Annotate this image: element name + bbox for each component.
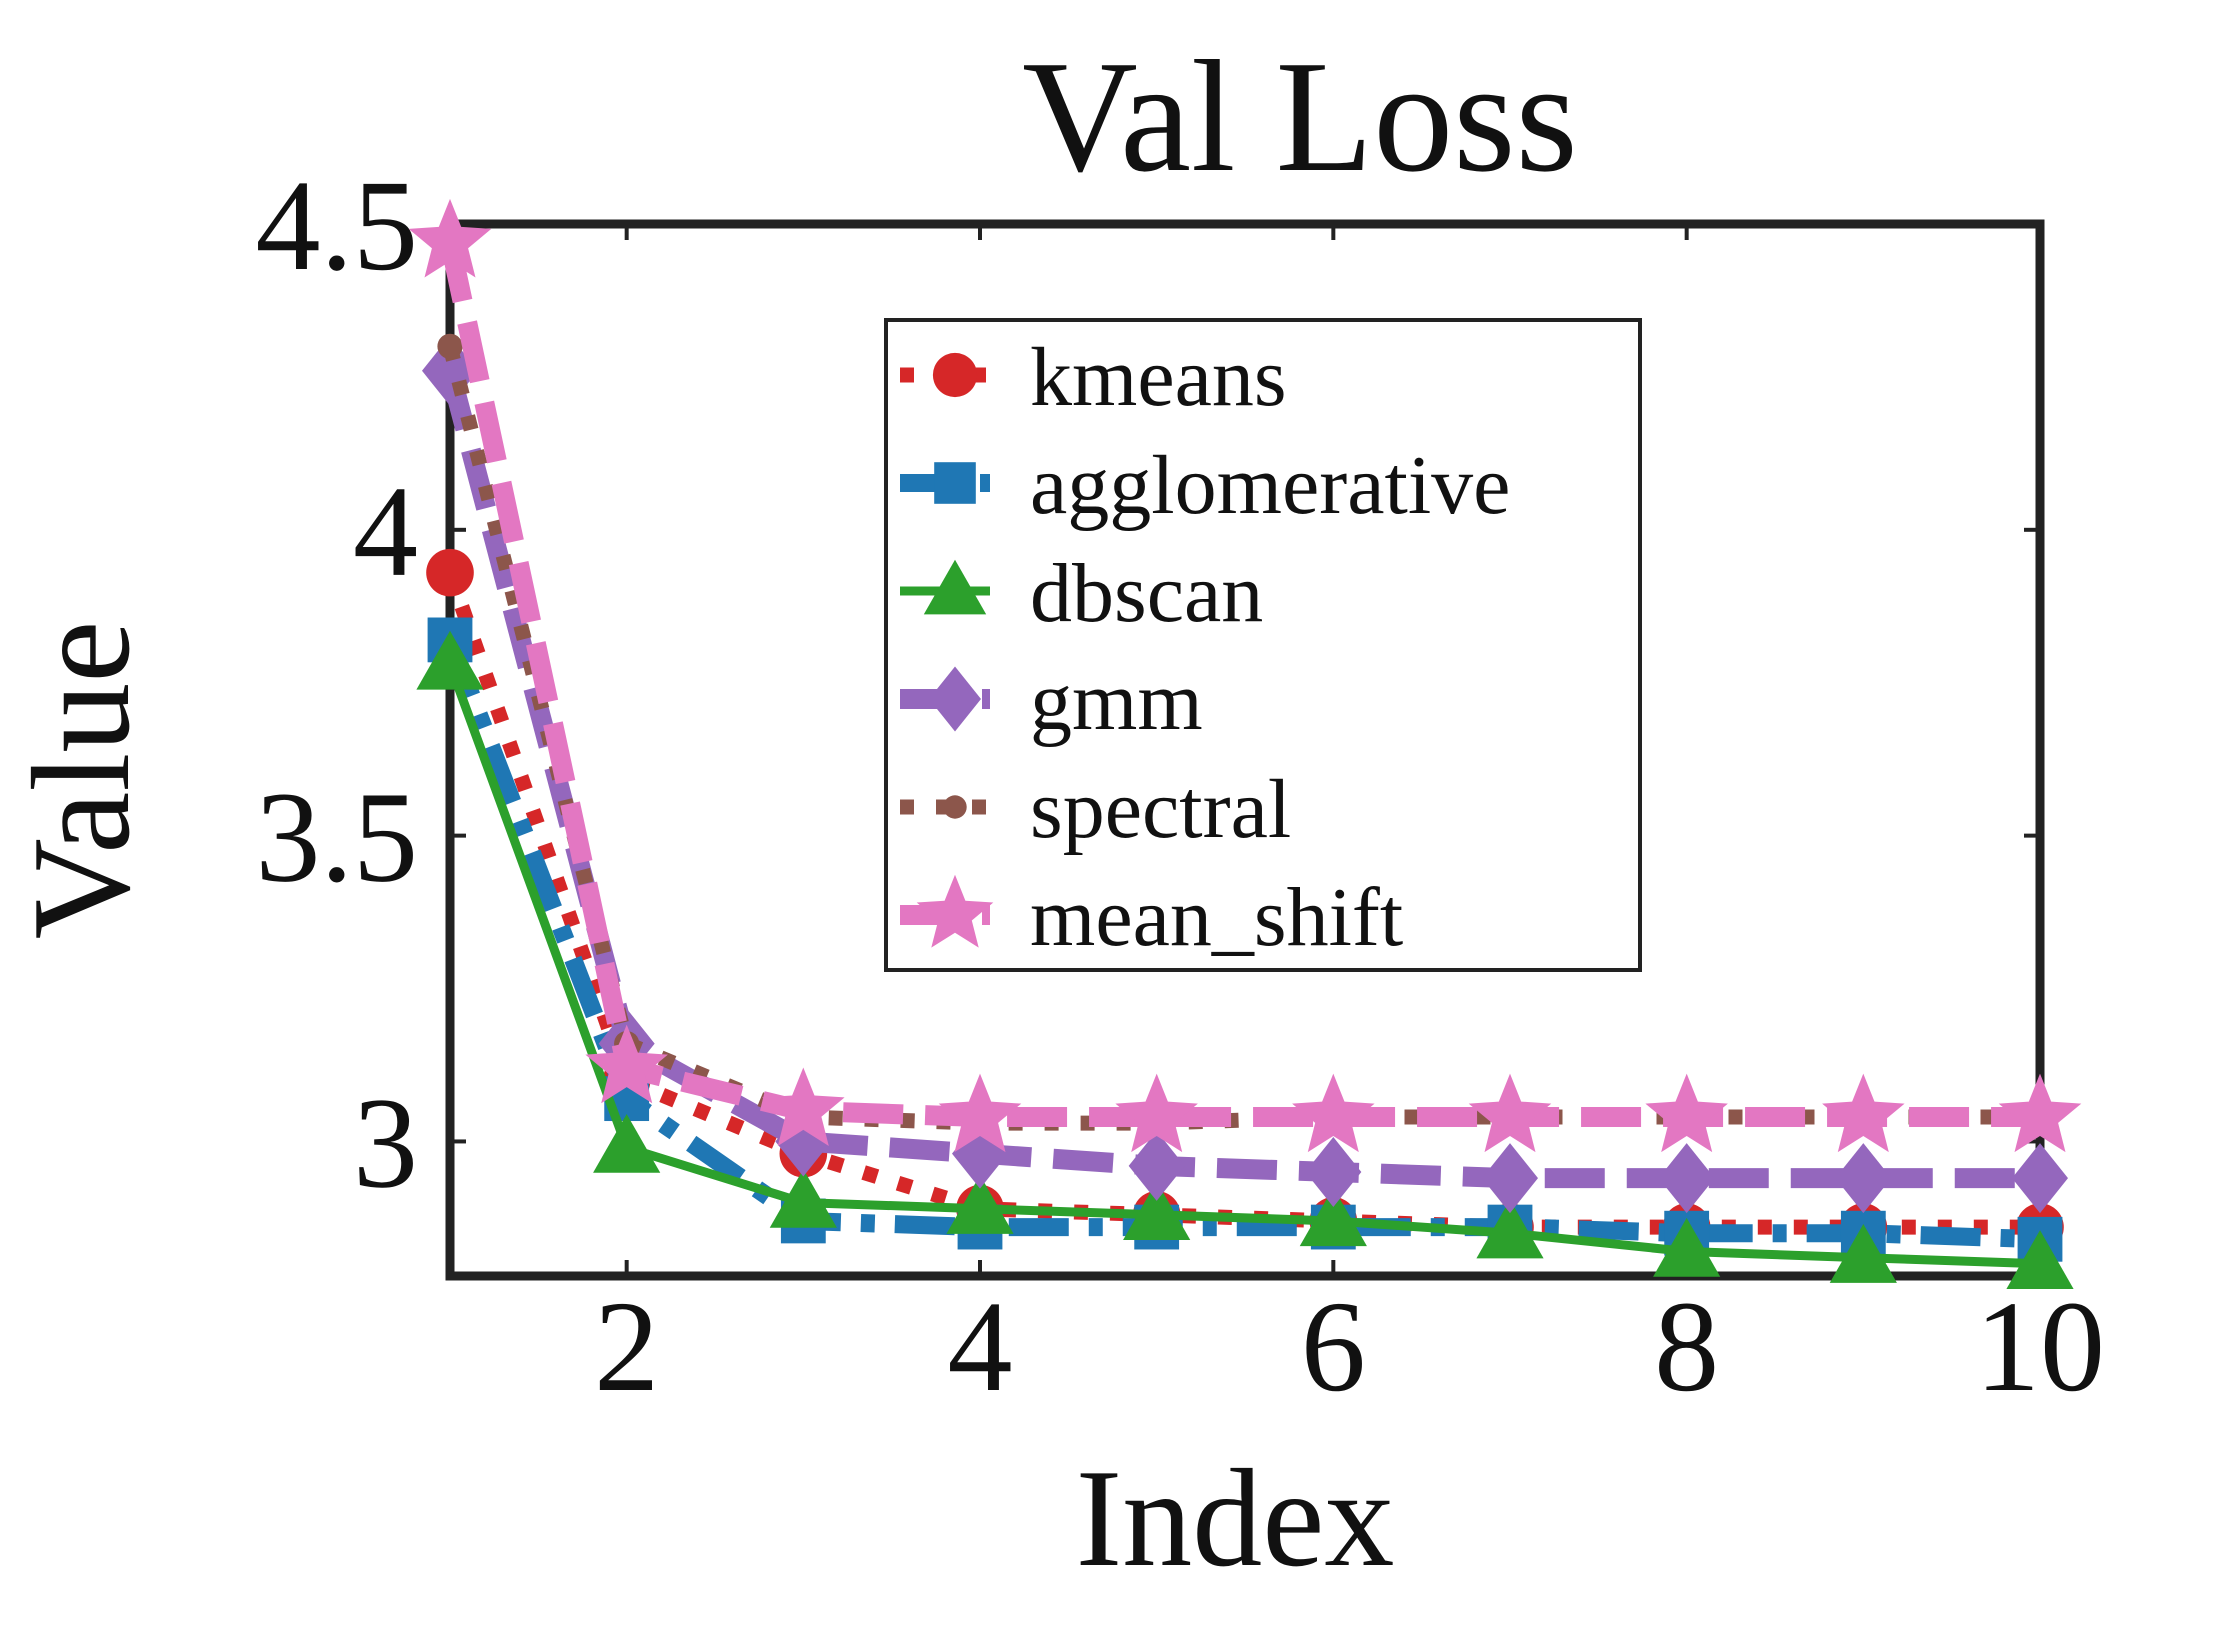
legend-label: kmeans: [1030, 331, 1287, 424]
series-line-mean_shift: [440, 240, 2040, 1127]
data-point-dbscan: [1123, 1181, 1191, 1241]
data-point-mean_shift: [1822, 1073, 1905, 1153]
legend-swatch-marker: [943, 795, 967, 819]
legend-label: spectral: [1030, 763, 1291, 856]
data-point-mean_shift: [938, 1073, 1022, 1153]
data-point-spectral: [437, 333, 463, 359]
data-point-mean_shift: [1292, 1073, 1375, 1153]
legend-label: mean_shift: [1030, 871, 1403, 964]
y-tick-label: 3: [353, 1071, 418, 1215]
data-point-gmm: [1305, 1137, 1362, 1208]
y-tick-label: 4: [353, 460, 418, 604]
data-point-gmm: [1835, 1143, 1892, 1214]
data-point-gmm: [1128, 1130, 1185, 1201]
legend-item-spectral: spectral: [900, 763, 1291, 856]
x-tick-label: 8: [1654, 1275, 1719, 1419]
legend-item-gmm: gmm: [900, 655, 1203, 748]
data-point-dbscan: [1299, 1187, 1367, 1247]
data-point-mean_shift: [762, 1067, 845, 1146]
x-tick-label: 10: [1975, 1275, 2105, 1419]
data-point-dbscan: [946, 1175, 1014, 1234]
legend-label: gmm: [1030, 655, 1203, 748]
data-point-mean_shift: [408, 198, 492, 278]
data-point-dbscan: [416, 630, 484, 690]
data-point-mean_shift: [1998, 1073, 2082, 1153]
y-axis-label: Value: [4, 621, 159, 940]
data-point-dbscan: [769, 1169, 837, 1228]
data-point-gmm: [1658, 1143, 1715, 1214]
x-axis-label: Index: [1076, 1441, 1395, 1596]
series-layer: [408, 198, 2082, 1289]
data-point-dbscan: [1476, 1199, 1544, 1259]
x-tick-label: 6: [1301, 1275, 1366, 1419]
data-point-dbscan: [2006, 1230, 2074, 1289]
legend-label: dbscan: [1030, 547, 1263, 640]
y-tick-labels: 3 3.5 4 4.5: [256, 154, 419, 1215]
legend-label: agglomerative: [1030, 439, 1510, 532]
data-point-mean_shift: [1115, 1073, 1198, 1153]
legend-item-dbscan: dbscan: [900, 547, 1263, 640]
data-point-dbscan: [1653, 1217, 1721, 1277]
legend-swatch-marker: [923, 559, 987, 615]
data-point-gmm: [2012, 1143, 2068, 1214]
x-tick-label: 4: [948, 1275, 1013, 1419]
data-point-mean_shift: [1645, 1073, 1728, 1153]
data-point-dbscan: [593, 1113, 661, 1173]
x-tick-label: 2: [594, 1275, 659, 1419]
legend-box: [884, 318, 1642, 972]
legend-swatch-marker: [916, 874, 994, 948]
legend-swatch-marker: [932, 352, 978, 398]
data-point-gmm: [1482, 1143, 1538, 1214]
series-line-agglomerative: [441, 636, 2041, 1249]
legend-swatch-marker: [929, 666, 981, 732]
data-point-mean_shift: [1468, 1073, 1552, 1153]
legend: kmeans agglomerative dbscan gmm spectral mean…: [884, 318, 1642, 972]
x-tick-labels: 2 4 6 8 10: [594, 1275, 2105, 1419]
data-point-mean_shift: [585, 1024, 668, 1104]
y-tick-label: 4.5: [256, 154, 419, 298]
legend-swatch-marker: [934, 462, 976, 504]
series-mean_shift: [408, 198, 2082, 1153]
data-point-kmeans: [426, 548, 474, 597]
y-tick-label: 3.5: [256, 766, 419, 910]
legend-item-kmeans: kmeans: [900, 331, 1287, 424]
legend-item-agglomerative: agglomerative: [900, 439, 1510, 532]
series-line-dbscan: [445, 662, 2041, 1269]
plot-area-frame: [445, 219, 2045, 1281]
data-point-dbscan: [1829, 1224, 1897, 1283]
chart-title: Val Loss: [1022, 27, 1578, 205]
series-dbscan: [416, 630, 2074, 1289]
legend-item-mean_shift: mean_shift: [900, 871, 1403, 964]
